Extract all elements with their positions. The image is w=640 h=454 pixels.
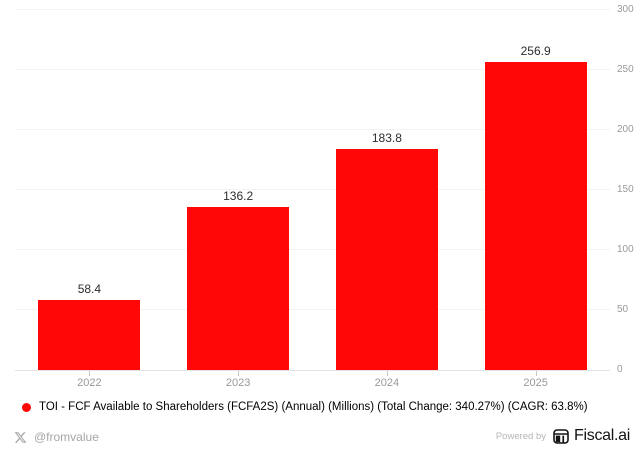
- legend-item[interactable]: TOI - FCF Available to Shareholders (FCF…: [22, 401, 588, 413]
- gridline: [15, 189, 610, 190]
- x-axis-tick: [535, 371, 537, 376]
- bar-2024[interactable]: [335, 149, 438, 370]
- gridline: [15, 309, 610, 310]
- bar-2022[interactable]: [38, 299, 141, 370]
- legend-marker-icon: [22, 402, 31, 412]
- fromvalue-handle: @fromvalue: [34, 430, 99, 444]
- y-tick-label: 150: [617, 184, 634, 195]
- x-tick-label: 2025: [523, 377, 548, 389]
- y-tick-label: 200: [617, 124, 634, 135]
- y-tick-label: 50: [617, 304, 629, 315]
- fiscal-ai-attribution[interactable]: Powered by Fiscal.ai: [496, 427, 630, 445]
- bar-value-label: 58.4: [77, 281, 102, 296]
- gridline: [15, 9, 610, 10]
- y-tick-label: 250: [617, 64, 634, 75]
- bar-2025[interactable]: [484, 61, 587, 370]
- fiscal-ai-brand: Fiscal.ai: [574, 427, 630, 444]
- x-twitter-icon: [14, 431, 27, 444]
- x-tick-label: 2023: [225, 377, 251, 389]
- bar-value-label: 136.2: [223, 188, 254, 203]
- x-tick-label: 2024: [374, 377, 400, 389]
- fiscal-ai-logo-icon: [553, 428, 569, 444]
- fromvalue-handle-link[interactable]: @fromvalue: [14, 430, 99, 444]
- bar-value-label: 183.8: [371, 131, 402, 146]
- gridline: [15, 129, 610, 130]
- legend-label: TOI - FCF Available to Shareholders (FCF…: [39, 401, 588, 413]
- x-axis-tick: [386, 371, 388, 376]
- gridline: [15, 249, 610, 250]
- x-axis-tick: [89, 371, 91, 376]
- bar-2023[interactable]: [187, 206, 290, 370]
- y-tick-label: 100: [617, 244, 634, 255]
- plot-area: 58.4 2022 136.2 2023 183.8 2024 256.9 2025: [15, 9, 610, 389]
- y-tick-label: 0: [617, 364, 623, 375]
- x-axis-tick: [238, 371, 240, 376]
- powered-by-label: Powered by: [495, 430, 547, 442]
- y-axis: 0 50 100 150 200 250 300: [617, 0, 640, 380]
- x-tick-label: 2022: [77, 377, 102, 389]
- y-tick-label: 300: [617, 4, 634, 15]
- gridline: [15, 69, 610, 70]
- bar-value-label: 256.9: [520, 43, 551, 58]
